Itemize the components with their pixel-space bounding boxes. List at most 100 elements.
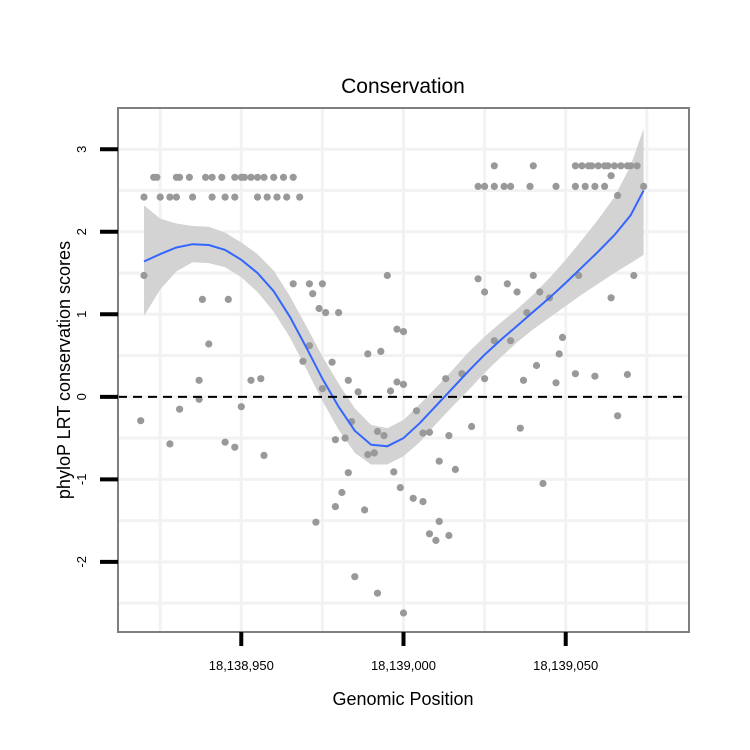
data-point (409, 494, 417, 502)
smooth-line (143, 190, 645, 448)
data-point (607, 172, 615, 180)
data-point (377, 347, 385, 355)
data-point (445, 531, 453, 540)
data-point (318, 280, 326, 288)
data-point (507, 337, 515, 345)
data-point (575, 271, 583, 280)
data-point (490, 337, 498, 345)
data-point (399, 380, 408, 388)
data-point (529, 271, 537, 280)
data-point (552, 182, 560, 190)
data-point (536, 288, 544, 296)
x-tick-label: 18,139,050 (533, 658, 598, 673)
data-point (539, 479, 547, 488)
data-point (571, 182, 580, 190)
data-point (361, 506, 369, 514)
data-point (156, 193, 164, 201)
data-point (435, 517, 443, 526)
data-point (571, 370, 580, 378)
data-point (289, 173, 297, 181)
data-point (419, 429, 427, 437)
data-point (614, 191, 622, 200)
data-point (260, 173, 268, 181)
data-point (490, 162, 498, 170)
data-point (591, 372, 599, 380)
data-point (344, 469, 352, 477)
data-point (305, 342, 313, 350)
data-point (432, 536, 440, 545)
data-point (396, 484, 404, 492)
data-point (172, 193, 180, 201)
data-point (640, 182, 648, 190)
data-point (299, 357, 307, 365)
confidence-band-layer (144, 128, 644, 465)
data-point (279, 173, 288, 181)
data-point (581, 182, 589, 190)
data-point (364, 451, 372, 459)
data-point (237, 403, 245, 411)
data-point (247, 376, 255, 384)
data-point (610, 162, 619, 170)
y-tick-label: 0 (74, 393, 89, 400)
data-point (425, 428, 434, 436)
data-point (185, 173, 193, 181)
data-point (331, 503, 339, 511)
data-point (399, 328, 408, 336)
points-layer (137, 162, 648, 617)
data-point (558, 333, 567, 341)
data-point (594, 162, 602, 170)
data-point (393, 378, 401, 386)
data-point (578, 162, 586, 170)
data-point (623, 370, 632, 379)
data-point (137, 417, 145, 425)
data-point (283, 193, 291, 201)
y-axis-title: phyloP LRT conservation scores (54, 241, 74, 499)
x-axis-title: Genomic Position (332, 689, 473, 709)
data-point (218, 173, 226, 181)
y-tick-label: 2 (74, 228, 89, 235)
data-point (490, 182, 498, 190)
data-point (312, 518, 320, 526)
smooth-line-layer (143, 190, 645, 448)
data-point (373, 427, 382, 436)
data-point (195, 376, 203, 384)
data-point (224, 295, 232, 303)
data-point (176, 405, 184, 413)
data-point (393, 325, 401, 333)
data-point (435, 457, 443, 465)
data-point (442, 375, 450, 383)
data-point (247, 173, 255, 181)
data-point (231, 193, 239, 201)
data-point (257, 375, 265, 383)
data-point (373, 589, 382, 597)
data-point (481, 288, 489, 296)
data-point (474, 275, 482, 283)
data-point (338, 488, 346, 497)
data-point (370, 449, 378, 457)
data-point (140, 193, 148, 201)
data-point (445, 432, 453, 440)
data-point (335, 309, 343, 317)
data-point (386, 387, 395, 395)
data-point (263, 193, 271, 201)
data-point (503, 280, 511, 288)
data-point (507, 182, 515, 190)
y-tick-label: 3 (74, 146, 89, 153)
data-point (532, 361, 541, 370)
y-tick-label: -1 (74, 474, 89, 486)
confidence-band (144, 128, 644, 465)
data-point (140, 271, 148, 280)
data-point (331, 436, 339, 444)
data-point (519, 376, 528, 384)
data-point (231, 173, 239, 181)
data-point (344, 376, 352, 384)
data-point (513, 288, 521, 296)
data-point (425, 530, 434, 538)
data-point (412, 407, 421, 415)
data-point (166, 440, 174, 448)
data-point (481, 375, 489, 383)
data-point (633, 162, 641, 170)
data-point (309, 290, 317, 298)
data-point (351, 573, 359, 581)
